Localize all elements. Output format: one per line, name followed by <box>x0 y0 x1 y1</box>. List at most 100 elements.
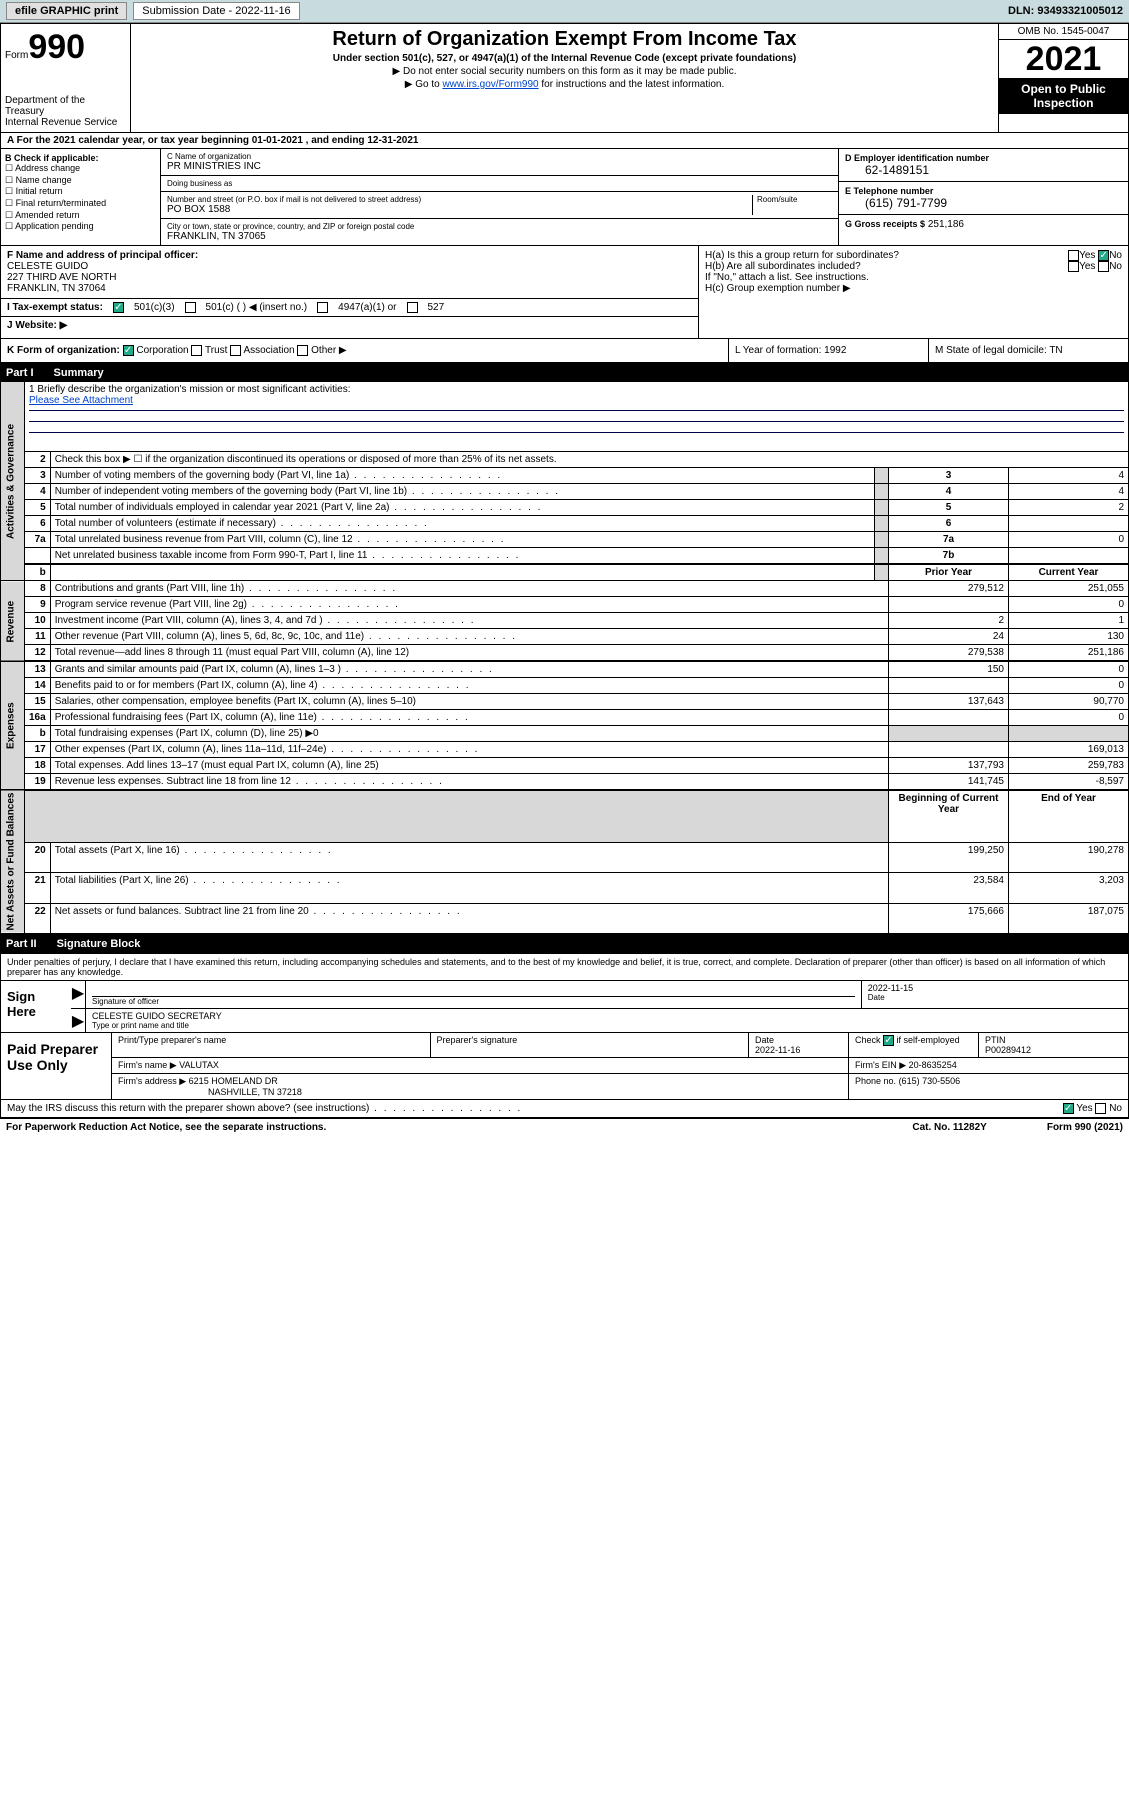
form-note-2: ▶ Go to www.irs.gov/Form990 for instruct… <box>135 79 994 90</box>
summary-row: 3Number of voting members of the governi… <box>1 468 1129 484</box>
form-header: Form990 Department of the Treasury Inter… <box>0 23 1129 133</box>
year-formation: L Year of formation: 1992 <box>728 339 928 362</box>
summary-row: 17Other expenses (Part IX, column (A), l… <box>1 742 1129 758</box>
prior-year-hdr: Prior Year <box>889 564 1009 581</box>
form-header-right: OMB No. 1545-0047 2021 Open to Public In… <box>998 24 1128 132</box>
firm-name: VALUTAX <box>179 1060 219 1070</box>
irs-link[interactable]: www.irs.gov/Form990 <box>442 79 538 90</box>
summary-row: 22Net assets or fund balances. Subtract … <box>1 903 1129 933</box>
sig-date: 2022-11-15 <box>868 983 1122 993</box>
may-irs-text: May the IRS discuss this return with the… <box>7 1103 522 1114</box>
dept-label: Department of the Treasury <box>5 95 126 117</box>
summary-table: Activities & Governance 1 Briefly descri… <box>0 381 1129 934</box>
state-domicile: M State of legal domicile: TN <box>928 339 1128 362</box>
block-bcde: B Check if applicable: ☐ Address change … <box>0 149 1129 246</box>
prep-h2: Preparer's signature <box>430 1033 749 1058</box>
summary-row: 6Total number of volunteers (estimate if… <box>1 516 1129 532</box>
col-h: H(a) Is this a group return for subordin… <box>698 246 1128 338</box>
chk-final-return[interactable]: ☐ Final return/terminated <box>5 198 156 210</box>
efile-print-button[interactable]: efile GRAPHIC print <box>6 2 127 20</box>
mission-label: 1 Briefly describe the organization's mi… <box>29 384 1124 395</box>
org-name: PR MINISTRIES INC <box>167 161 832 172</box>
prep-h5: PTIN <box>985 1035 1006 1045</box>
opt-501c3: 501(c)(3) <box>134 302 175 313</box>
chk-association[interactable] <box>230 345 241 356</box>
chk-trust[interactable] <box>191 345 202 356</box>
current-year-hdr: Current Year <box>1009 564 1129 581</box>
prep-h4a: Check <box>855 1035 881 1045</box>
chk-application-pending[interactable]: ☐ Application pending <box>5 221 156 233</box>
paid-preparer-block: Paid Preparer Use Only Print/Type prepar… <box>0 1033 1129 1100</box>
officer-addr1: 227 THIRD AVE NORTH <box>7 272 692 283</box>
block-fh: F Name and address of principal officer:… <box>0 246 1129 339</box>
may-irs-yes[interactable] <box>1063 1103 1074 1114</box>
gross-receipts-label: G Gross receipts $ <box>845 219 925 229</box>
chk-address-change[interactable]: ☐ Address change <box>5 163 156 175</box>
may-irs-no[interactable] <box>1095 1103 1106 1114</box>
summary-row: bTotal fundraising expenses (Part IX, co… <box>1 726 1129 742</box>
officer-addr2: FRANKLIN, TN 37064 <box>7 283 692 294</box>
prep-h4b: if self-employed <box>897 1035 960 1045</box>
org-name-label: C Name of organization <box>167 152 832 161</box>
summary-row: Net unrelated business taxable income fr… <box>1 548 1129 565</box>
chk-other[interactable] <box>297 345 308 356</box>
prep-date: 2022-11-16 <box>755 1045 800 1055</box>
chk-initial-return[interactable]: ☐ Initial return <box>5 186 156 198</box>
h-note: If "No," attach a list. See instructions… <box>705 272 1122 283</box>
ha-no[interactable] <box>1098 250 1109 261</box>
firm-ein: 20-8635254 <box>909 1060 957 1070</box>
opt-corporation: Corporation <box>136 345 188 356</box>
side-activities: Activities & Governance <box>1 382 25 581</box>
chk-4947[interactable] <box>317 302 328 313</box>
chk-501c3[interactable] <box>113 302 124 313</box>
chk-name-change[interactable]: ☐ Name change <box>5 175 156 187</box>
street-value: PO BOX 1588 <box>167 204 752 215</box>
opt-501c: 501(c) ( ) ◀ (insert no.) <box>206 302 308 313</box>
opt-4947: 4947(a)(1) or <box>338 302 396 313</box>
chk-501c[interactable] <box>185 302 196 313</box>
hb-label: H(b) Are all subordinates included? <box>705 261 861 272</box>
hb-no[interactable] <box>1098 261 1109 272</box>
hb-yes[interactable] <box>1068 261 1079 272</box>
form-header-left: Form990 Department of the Treasury Inter… <box>1 24 131 132</box>
side-expenses: Expenses <box>1 661 25 790</box>
form-subtitle: Under section 501(c), 527, or 4947(a)(1)… <box>135 53 994 64</box>
room-label: Room/suite <box>757 195 832 204</box>
chk-self-employed[interactable] <box>883 1035 894 1046</box>
prep-ptin: P00289412 <box>985 1045 1031 1055</box>
row-a: A For the 2021 calendar year, or tax yea… <box>0 133 1129 149</box>
chk-corporation[interactable] <box>123 345 134 356</box>
side-net-assets: Net Assets or Fund Balances <box>1 790 25 934</box>
footer-mid: Cat. No. 11282Y <box>912 1122 986 1133</box>
form-label: Form <box>5 50 28 61</box>
ein-label: D Employer identification number <box>845 153 1122 163</box>
ha-yes[interactable] <box>1068 250 1079 261</box>
summary-row: 16aProfessional fundraising fees (Part I… <box>1 710 1129 726</box>
chk-527[interactable] <box>407 302 418 313</box>
opt-association: Association <box>243 345 294 356</box>
summary-row: 14Benefits paid to or for members (Part … <box>1 678 1129 694</box>
part-ii-header: Part II Signature Block <box>0 934 1129 952</box>
phone-label: E Telephone number <box>845 186 1122 196</box>
open-public: Open to Public Inspection <box>999 78 1128 114</box>
firm-ein-label: Firm's EIN ▶ <box>855 1060 906 1070</box>
summary-row: 11Other revenue (Part VIII, column (A), … <box>1 629 1129 645</box>
hc-label: H(c) Group exemption number ▶ <box>705 283 1122 294</box>
summary-row: 5Total number of individuals employed in… <box>1 500 1129 516</box>
form-header-mid: Return of Organization Exempt From Incom… <box>131 24 998 132</box>
col-c: C Name of organization PR MINISTRIES INC… <box>161 149 838 245</box>
may-irs-row: May the IRS discuss this return with the… <box>0 1100 1129 1118</box>
sig-date-label: Date <box>868 993 1122 1002</box>
chk-amended-return[interactable]: ☐ Amended return <box>5 210 156 222</box>
arrow-icon: ▶ <box>71 1009 85 1032</box>
side-revenue: Revenue <box>1 581 25 662</box>
footer-left: For Paperwork Reduction Act Notice, see … <box>6 1122 326 1133</box>
irs-label: Internal Revenue Service <box>5 117 126 128</box>
part-ii-title: Signature Block <box>57 938 141 950</box>
mission-link[interactable]: Please See Attachment <box>29 395 133 406</box>
arrow-icon: ▶ <box>71 981 85 1008</box>
summary-row: 20Total assets (Part X, line 16)199,2501… <box>1 842 1129 872</box>
opt-trust: Trust <box>205 345 227 356</box>
tax-year: 2021 <box>999 40 1128 78</box>
sign-here-label: Sign Here <box>1 981 71 1032</box>
